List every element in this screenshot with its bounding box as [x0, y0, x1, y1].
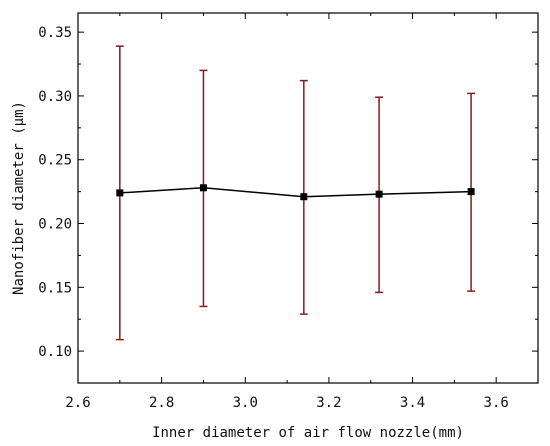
plot-frame: [77, 12, 539, 384]
data-point: [467, 188, 475, 196]
x-tick-label: 3.4: [400, 395, 425, 411]
y-tick-label: 0.30: [38, 89, 72, 105]
y-tick-label: 0.35: [38, 25, 72, 41]
y-tick-label: 0.25: [38, 153, 72, 169]
y-axis-title: Nanofiber diameter (μm): [11, 101, 27, 295]
x-tick-label: 3.2: [316, 395, 341, 411]
y-tick-label: 0.20: [38, 217, 72, 233]
series-line: [119, 187, 472, 198]
y-tick-label: 0.10: [38, 344, 72, 360]
x-tick-label: 3.6: [484, 395, 509, 411]
x-axis-title: Inner diameter of air flow nozzle(mm): [152, 425, 464, 441]
x-axis-ticks: 2.6 2.8 3.0 3.2 3.4 3.6: [65, 13, 509, 411]
x-tick-label: 3.0: [233, 395, 258, 411]
data-point: [300, 193, 308, 201]
data-point: [199, 184, 207, 192]
y-axis-ticks: 0.10 0.15 0.20 0.25 0.30 0.35: [38, 25, 538, 360]
y-tick-label: 0.15: [38, 280, 72, 296]
x-tick-label: 2.6: [65, 395, 90, 411]
data-point: [116, 189, 124, 197]
x-tick-label: 2.8: [149, 395, 174, 411]
data-point: [375, 190, 383, 198]
data-markers: [116, 184, 475, 201]
